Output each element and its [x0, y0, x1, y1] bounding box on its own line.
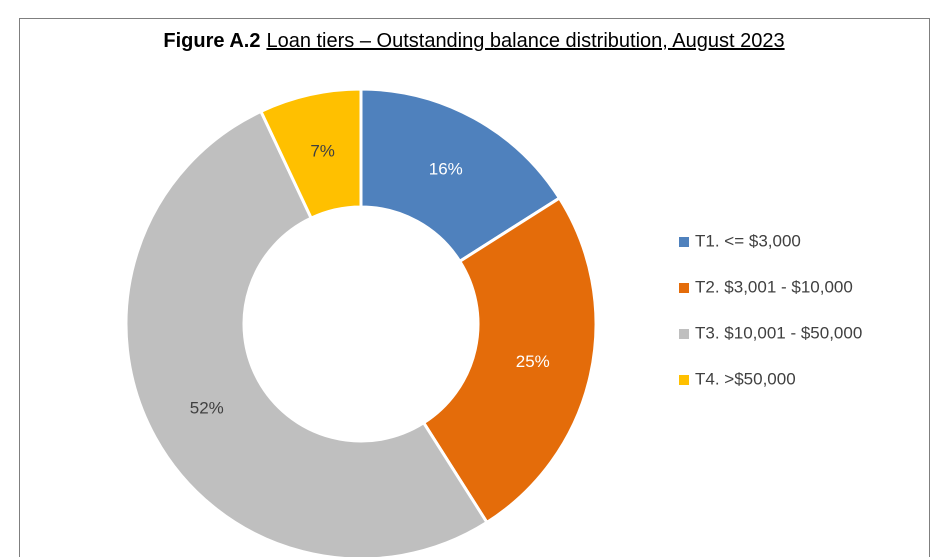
donut-slice: [359, 87, 562, 264]
donut-slice: [421, 196, 598, 525]
legend-label: T4. >$50,000: [695, 369, 796, 388]
legend-label: T3. $10,001 - $50,000: [695, 323, 862, 342]
chart-title: Figure A.2 Loan tiers – Outstanding balan…: [163, 30, 784, 52]
data-label: 52%: [190, 398, 224, 417]
data-label: 16%: [429, 159, 463, 178]
legend-swatch: [679, 375, 689, 385]
data-label: 7%: [310, 142, 335, 161]
title-text: Loan tiers – Outstanding balance distrib…: [266, 30, 784, 52]
title-label: Figure A.2: [163, 30, 260, 52]
legend-swatch: [679, 237, 689, 247]
legend-label: T1. <= $3,000: [695, 231, 801, 250]
donut-slice: [258, 87, 363, 221]
legend-swatch: [679, 283, 689, 293]
legend-swatch: [679, 329, 689, 339]
legend-label: T2. $3,001 - $10,000: [695, 277, 853, 296]
donut-slice: [124, 109, 489, 557]
data-label: 25%: [516, 352, 550, 371]
